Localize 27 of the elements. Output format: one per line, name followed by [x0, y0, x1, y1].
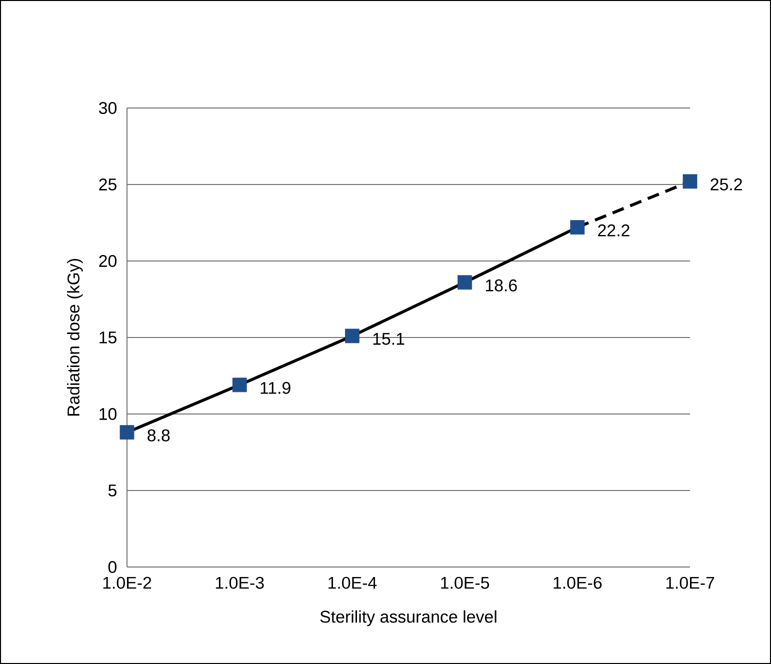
- x-tick-label: 1.0E-2: [103, 576, 152, 589]
- data-label: 15.1: [373, 333, 404, 345]
- x-tick-label: 1.0E-3: [216, 576, 264, 589]
- y-tick-label: 15: [100, 332, 116, 344]
- y-tick-label: 20: [99, 254, 117, 267]
- x-tick-label: 1.0E-4: [328, 576, 377, 589]
- point: [345, 328, 360, 344]
- point: [458, 275, 472, 290]
- y-tick-label: 5: [108, 484, 116, 496]
- data-label: 25.2: [710, 178, 742, 190]
- point: [120, 425, 134, 440]
- data-label: 18.6: [486, 279, 517, 292]
- point: [232, 378, 247, 392]
- y-tick-label: 10: [100, 408, 117, 420]
- x-tick-label: 1.0E-7: [666, 576, 714, 589]
- y-tick-label: 25: [99, 178, 116, 190]
- data-label: 22.2: [598, 224, 630, 236]
- data-label: 8.8: [148, 429, 170, 442]
- y-tick-label: 0: [108, 560, 117, 573]
- point: [682, 174, 698, 189]
- data-label: 11.9: [260, 382, 290, 394]
- y-axis-title: Radiation dose (kGy): [67, 259, 83, 416]
- point: [570, 220, 585, 235]
- x-axis-title: Sterility assurance level: [320, 610, 496, 626]
- x-tick-label: 1.0E-5: [441, 576, 490, 589]
- y-tick-label: 30: [98, 102, 117, 114]
- x-tick-label: 1.0E-6: [554, 576, 602, 589]
